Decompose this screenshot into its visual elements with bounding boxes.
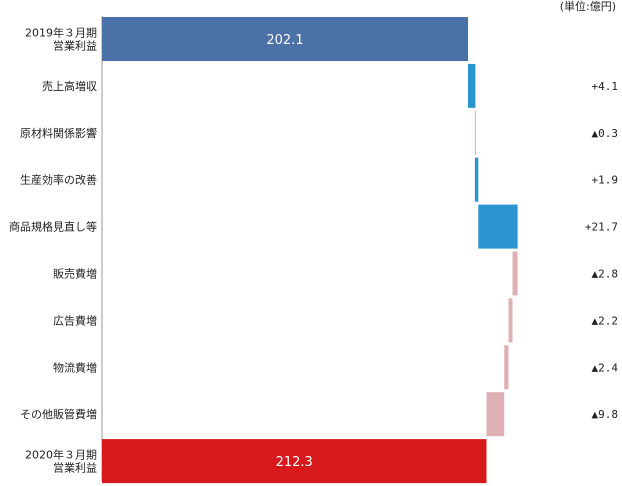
category-label: 売上高増収 bbox=[42, 79, 97, 93]
total-value-label: 212.3 bbox=[276, 455, 313, 470]
delta-value-label: +1.9 bbox=[592, 174, 619, 187]
delta-value-label: ▲0.3 bbox=[592, 127, 619, 140]
category-label: 物流費増 bbox=[53, 360, 97, 374]
delta-value-label: ▲2.8 bbox=[592, 268, 619, 281]
category-label: 2019年３月期 bbox=[25, 26, 97, 40]
category-label: 販売費増 bbox=[53, 267, 97, 281]
waterfall-step-bar bbox=[486, 392, 505, 437]
category-label: 2020年３月期 bbox=[25, 448, 97, 462]
unit-label: (単位:億円) bbox=[560, 0, 616, 13]
waterfall-step-bar bbox=[504, 345, 509, 390]
delta-value-label: +21.7 bbox=[585, 221, 618, 234]
delta-value-label: +4.1 bbox=[592, 80, 619, 93]
category-label: 広告費増 bbox=[53, 313, 97, 327]
category-label: 商品規格見直し等 bbox=[9, 220, 97, 234]
category-label: 営業利益 bbox=[53, 39, 97, 53]
category-label: その他販管費増 bbox=[20, 407, 97, 421]
waterfall-step-bar bbox=[474, 110, 476, 155]
category-label: 原材料関係影響 bbox=[20, 126, 97, 140]
total-value-label: 202.1 bbox=[266, 33, 303, 48]
waterfall-step-bar bbox=[512, 251, 518, 296]
waterfall-step-bar bbox=[468, 63, 476, 108]
waterfall-step-bar bbox=[508, 298, 513, 343]
end-total-bar bbox=[102, 439, 487, 484]
category-label: 営業利益 bbox=[53, 461, 97, 475]
delta-value-label: ▲2.2 bbox=[592, 314, 619, 327]
delta-value-label: ▲9.8 bbox=[592, 408, 619, 421]
delta-value-label: ▲2.4 bbox=[592, 361, 619, 374]
waterfall-step-bar bbox=[478, 204, 518, 249]
start-total-bar bbox=[102, 17, 468, 61]
waterfall-step-bar bbox=[474, 157, 479, 202]
category-label: 生産効率の改善 bbox=[20, 173, 97, 187]
